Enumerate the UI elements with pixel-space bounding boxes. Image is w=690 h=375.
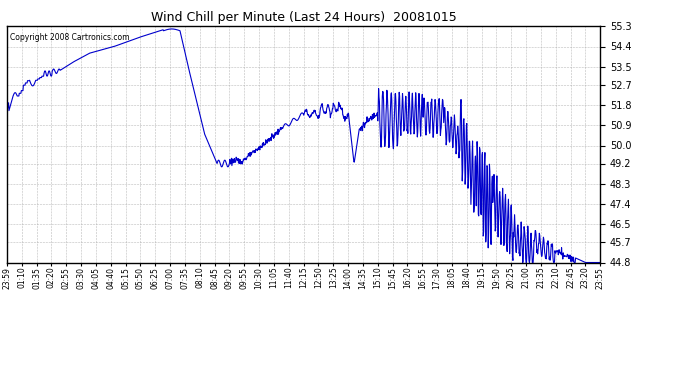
Text: Copyright 2008 Cartronics.com: Copyright 2008 Cartronics.com [10, 33, 129, 42]
Title: Wind Chill per Minute (Last 24 Hours)  20081015: Wind Chill per Minute (Last 24 Hours) 20… [150, 11, 457, 24]
